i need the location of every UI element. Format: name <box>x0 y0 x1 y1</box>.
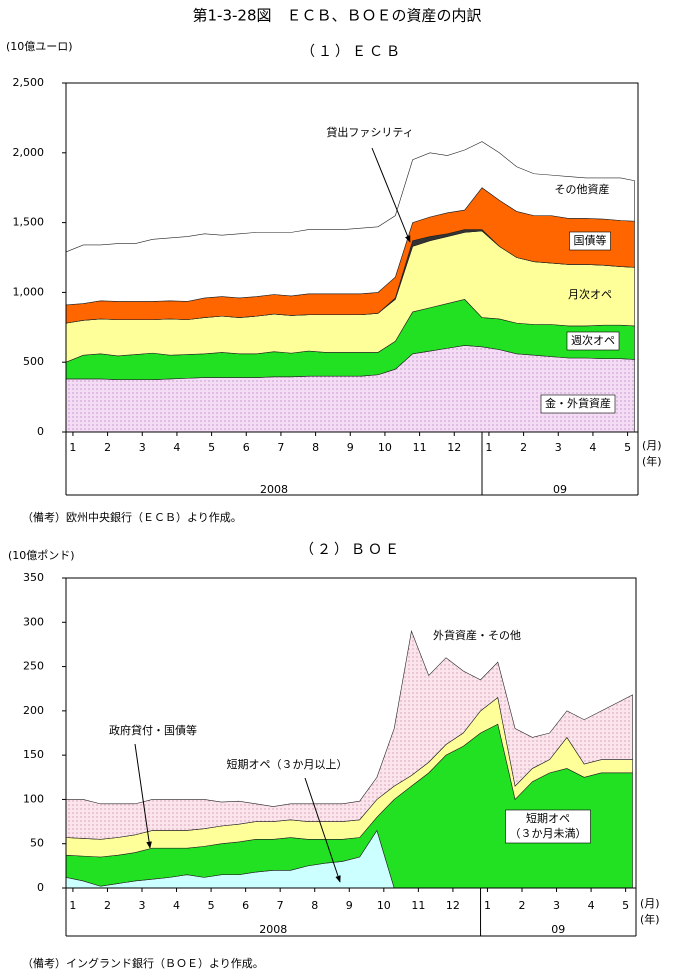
annotation-arrow <box>134 743 152 849</box>
x-unit: (年) <box>640 912 660 926</box>
x-tick-label: 11 <box>411 899 425 912</box>
x-tick-label: 5 <box>208 441 215 454</box>
x-unit: (月) <box>640 897 660 910</box>
y-axis-label: (10億ユーロ) <box>6 40 73 53</box>
y-tick-label: 100 <box>23 792 44 805</box>
x-tick-label: 12 <box>446 899 460 912</box>
y-tick-label: 300 <box>23 615 44 628</box>
series-label: 外貨資産・その他 <box>433 628 521 642</box>
series-label: 短期オペ（３か月以上） <box>227 757 348 771</box>
chart-title: （１）ＥＣＢ <box>301 44 403 60</box>
series-label: その他資産 <box>555 183 610 196</box>
chart-title: （２）ＢＯＥ <box>300 542 402 558</box>
x-tick-label: 5 <box>208 899 215 912</box>
x-tick-label: 1 <box>69 899 76 912</box>
plot-frame <box>65 82 639 433</box>
x-tick-label: 8 <box>311 899 318 912</box>
y-axis-label: (10億ポンド) <box>8 549 75 562</box>
y-tick-label: 2,000 <box>13 146 45 159</box>
x-tick-label: 9 <box>346 899 353 912</box>
x-tick-label: 2 <box>519 899 526 912</box>
y-tick-label: 350 <box>23 571 44 584</box>
x-tick-label: 2 <box>520 441 527 454</box>
x-tick-label: 2 <box>104 899 111 912</box>
annotation-arrow <box>371 147 411 243</box>
x-tick-label: 12 <box>447 441 461 454</box>
note: （備考）イングランド銀行（ＢＯＥ）より作成。 <box>22 956 264 970</box>
y-tick-label: 1,000 <box>13 285 45 298</box>
y-tick-label: 2,500 <box>13 76 45 89</box>
year-label: 2008 <box>260 483 288 496</box>
annotation: 貸出ファシリティ <box>326 125 413 139</box>
annotation-arrow <box>304 777 341 883</box>
series-label: 国債等 <box>574 233 607 247</box>
x-tick-label: 2 <box>104 441 111 454</box>
year-label: 09 <box>551 923 565 936</box>
page-title: 第1-3-28図 ＥＣＢ、ＢＯＥの資産の内訳 <box>192 7 481 25</box>
y-tick-label: 0 <box>37 425 44 438</box>
x-tick-label: 1 <box>69 441 76 454</box>
series-label: 政府貸付・国債等 <box>109 723 197 737</box>
y-tick-label: 200 <box>23 704 44 717</box>
x-tick-label: 9 <box>347 441 354 454</box>
x-unit: (月) <box>642 439 662 452</box>
x-tick-label: 11 <box>413 441 427 454</box>
x-tick-label: 4 <box>588 899 595 912</box>
year-label: 2008 <box>259 923 287 936</box>
x-tick-label: 5 <box>624 441 631 454</box>
series-label: 金・外貨資産 <box>545 396 611 410</box>
x-tick-label: 6 <box>243 441 250 454</box>
y-tick-label: 500 <box>23 355 44 368</box>
series-label: 短期オペ（３か月未満） <box>510 811 587 840</box>
y-tick-label: 1,500 <box>13 216 45 229</box>
note: （備考）欧州中央銀行（ＥＣＢ）より作成。 <box>22 510 242 524</box>
x-tick-label: 7 <box>277 899 284 912</box>
label-box <box>540 394 616 414</box>
label-box <box>569 231 611 251</box>
y-tick-label: 50 <box>30 837 44 850</box>
series-label: 月次オペ <box>568 287 612 301</box>
label-box <box>505 809 591 844</box>
plot-frame <box>65 577 637 889</box>
x-tick-label: 10 <box>377 899 391 912</box>
year-label: 09 <box>553 483 567 496</box>
x-tick-label: 7 <box>277 441 284 454</box>
x-tick-label: 1 <box>484 899 491 912</box>
x-tick-label: 4 <box>173 441 180 454</box>
y-tick-label: 0 <box>37 881 44 894</box>
x-tick-label: 3 <box>139 441 146 454</box>
x-tick-label: 5 <box>622 899 629 912</box>
x-tick-label: 3 <box>555 441 562 454</box>
label-box <box>566 331 620 351</box>
x-tick-label: 3 <box>139 899 146 912</box>
area <box>65 630 633 840</box>
x-tick-label: 10 <box>378 441 392 454</box>
area <box>65 141 635 306</box>
x-tick-label: 4 <box>173 899 180 912</box>
y-tick-label: 250 <box>23 660 44 673</box>
series-label: 週次オペ <box>571 333 615 347</box>
y-tick-label: 150 <box>23 748 44 761</box>
x-tick-label: 4 <box>589 441 596 454</box>
x-tick-label: 6 <box>242 899 249 912</box>
x-tick-label: 1 <box>485 441 492 454</box>
x-tick-label: 8 <box>312 441 319 454</box>
x-tick-label: 3 <box>553 899 560 912</box>
x-unit: (年) <box>642 454 662 468</box>
